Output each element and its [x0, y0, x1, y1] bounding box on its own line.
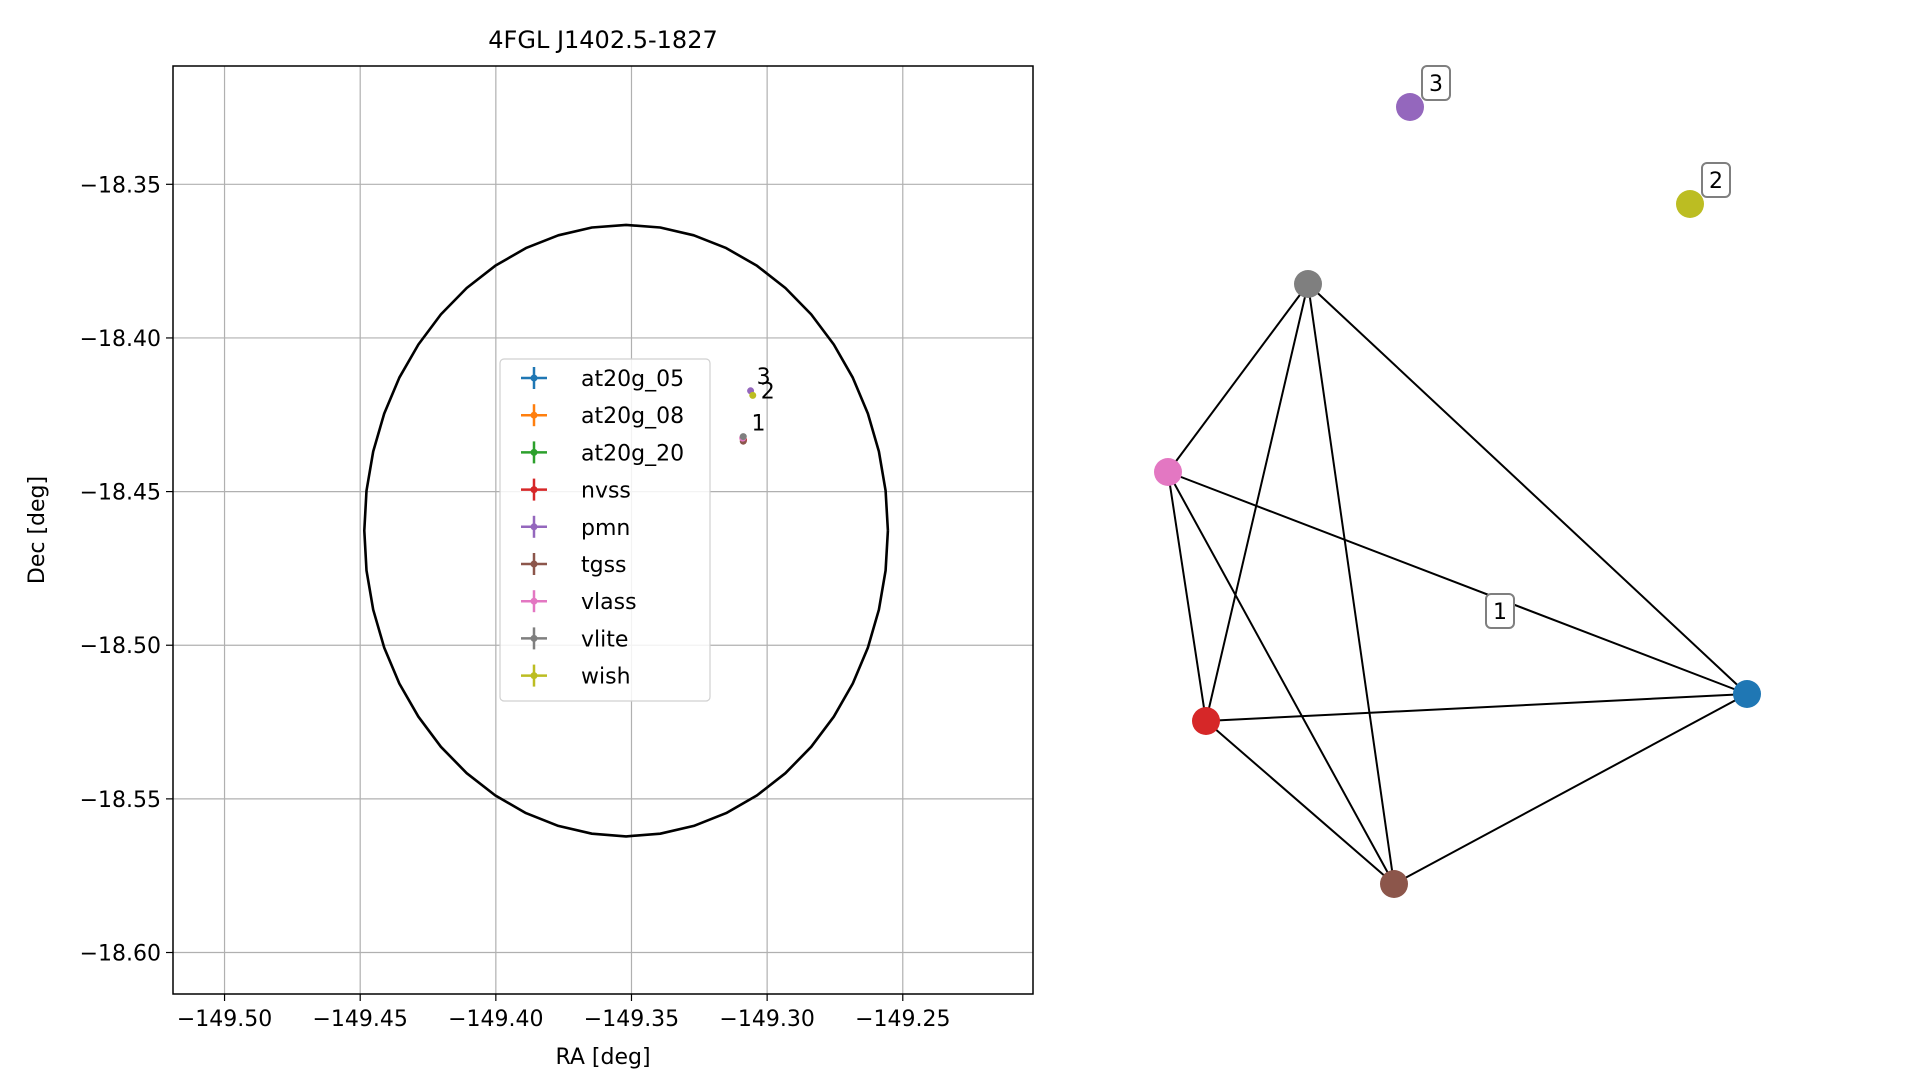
marker-vlite — [739, 433, 747, 441]
legend-label: at20g_20 — [581, 441, 684, 466]
legend-handle-dot — [530, 448, 538, 456]
legend-handle-dot — [530, 523, 538, 531]
legend-label: wish — [581, 665, 631, 690]
x-tick-label: −149.50 — [177, 1007, 272, 1032]
node-vlass — [1154, 458, 1182, 486]
legend-entry-at20g_20: at20g_20 — [521, 441, 684, 466]
cluster-label: 2 — [761, 379, 775, 404]
sky-plot-panel: 321 −149.50 −149.45 −149.40 −149.35 −149.30−… — [25, 26, 1034, 1070]
node-wish — [1676, 190, 1704, 218]
legend-entry-at20g_08: at20g_08 — [521, 404, 684, 429]
y-axis-ticks: −18.35 −18.40 −18.45 −18.50 −18.55 −18.60 — [80, 173, 173, 967]
y-tick-label: −18.35 — [80, 173, 161, 198]
legend-label: pmn — [581, 516, 630, 541]
y-tick-label: −18.45 — [80, 481, 161, 506]
edge-vlite-at20g — [1307, 283, 1748, 695]
x-tick-label: −149.40 — [448, 1007, 543, 1032]
label-box — [1701, 162, 1731, 198]
edge-vlite-vlass — [1167, 283, 1309, 473]
legend-entry-vlite: vlite — [521, 627, 628, 652]
node-at20g — [1733, 680, 1761, 708]
marker-dot — [749, 391, 757, 399]
legend-entry-wish: wish — [521, 664, 631, 690]
legend-label: vlass — [581, 590, 637, 615]
legend-label: tgss — [581, 553, 627, 578]
graph-nodes — [1154, 93, 1761, 898]
legend-handle-dot — [530, 597, 538, 605]
legend-label: vlite — [581, 627, 628, 652]
plot-title: 4FGL J1402.5-1827 — [488, 26, 717, 54]
cluster-label: 1 — [752, 411, 766, 436]
label-text: 2 — [1709, 169, 1723, 194]
x-axis-label: RA [deg] — [555, 1045, 650, 1070]
marker-wish — [749, 391, 757, 399]
x-tick-label: −149.45 — [312, 1007, 407, 1032]
legend-label: at20g_05 — [581, 367, 684, 392]
label-text: 3 — [1429, 72, 1443, 97]
edge-nvss-tgss — [1205, 720, 1395, 885]
x-tick-label: −149.30 — [719, 1007, 814, 1032]
legend-entry-nvss: nvss — [521, 478, 631, 504]
graph-edges — [1167, 283, 1748, 885]
y-tick-label: −18.55 — [80, 788, 161, 813]
legend-label: nvss — [581, 479, 631, 504]
label-box — [1421, 65, 1451, 101]
node-tgss — [1380, 870, 1408, 898]
node-nvss — [1192, 707, 1220, 735]
legend-label: at20g_08 — [581, 404, 684, 429]
legend-entry-pmn: pmn — [521, 515, 630, 541]
y-tick-label: −18.40 — [80, 327, 161, 352]
label-box — [1485, 593, 1515, 629]
edge-vlite-nvss — [1205, 283, 1309, 722]
x-axis-ticks: −149.50 −149.45 −149.40 −149.35 −149.30 −149.… — [177, 994, 950, 1032]
x-tick-label: −149.35 — [584, 1007, 679, 1032]
legend-handle-dot — [530, 486, 538, 494]
edge-vlass-nvss — [1167, 471, 1207, 722]
legend-handle-dot — [530, 374, 538, 382]
component-label-3: 3 — [1421, 65, 1451, 101]
legend-entry-vlass: vlass — [521, 590, 637, 615]
legend-handle-dot — [530, 672, 538, 680]
plot-frame — [172, 65, 1034, 995]
legend-handle-dot — [530, 634, 538, 642]
y-tick-label: −18.50 — [80, 634, 161, 659]
network-graph-panel: 3 2 1 — [1154, 65, 1761, 898]
uncertainty-ellipse — [362, 223, 890, 838]
y-axis-label: Dec [deg] — [25, 476, 50, 584]
legend-handle-dot — [530, 411, 538, 419]
node-pmn — [1396, 93, 1424, 121]
label-text: 1 — [1493, 600, 1507, 625]
component-label-2: 2 — [1701, 162, 1731, 198]
edge-vlass-at20g — [1167, 471, 1748, 695]
edge-vlass-tgss — [1167, 471, 1395, 885]
graph-component-labels: 3 2 1 — [1421, 65, 1731, 629]
source-markers — [739, 387, 757, 445]
uncertainty-ellipse-group — [362, 223, 890, 838]
component-label-1: 1 — [1485, 593, 1515, 629]
edge-nvss-at20g — [1205, 693, 1748, 722]
marker-dot — [739, 433, 747, 441]
y-tick-label: −18.60 — [80, 942, 161, 967]
legend-entry-tgss: tgss — [521, 553, 627, 578]
cluster-labels: 32 1 — [752, 365, 775, 437]
legend-entry-at20g_05: at20g_05 — [521, 367, 684, 392]
edge-vlite-tgss — [1307, 283, 1395, 885]
x-tick-label: −149.25 — [855, 1007, 950, 1032]
cluster-label: 3 — [757, 365, 771, 390]
legend-box — [499, 358, 711, 702]
node-vlite — [1294, 270, 1322, 298]
legend-handle-dot — [530, 560, 538, 568]
edge-tgss-at20g — [1393, 693, 1748, 885]
